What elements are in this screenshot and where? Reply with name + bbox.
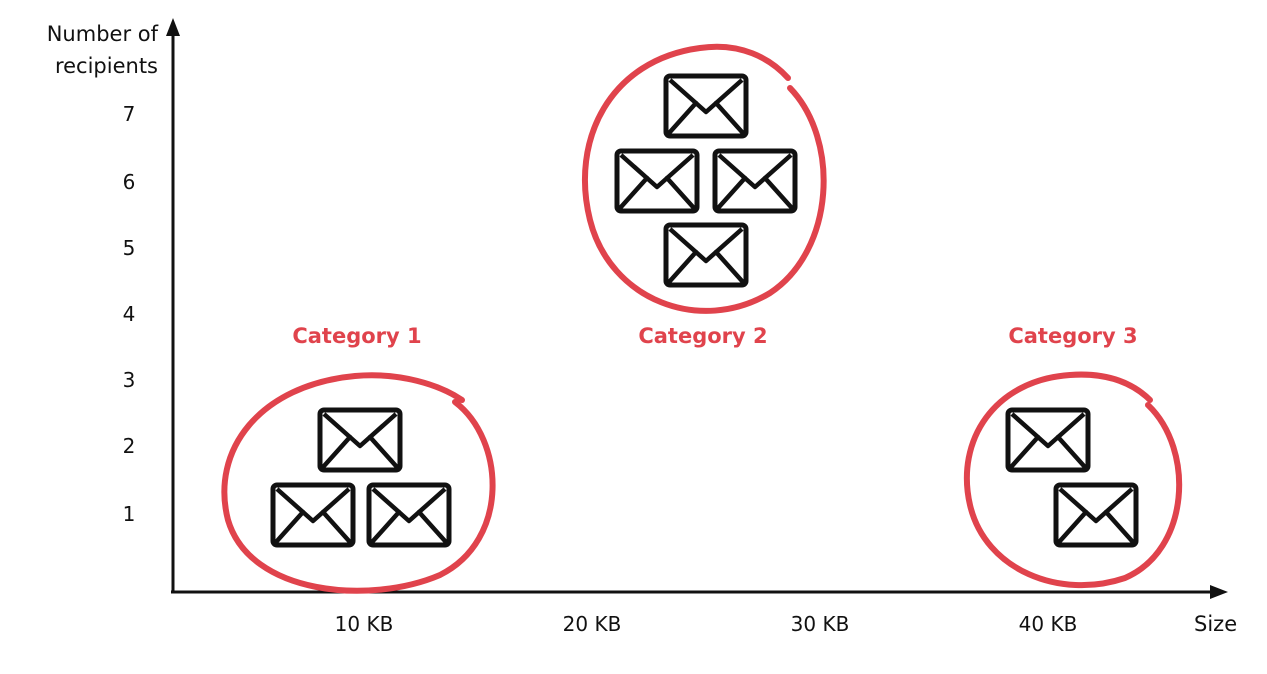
x-tick-40kb: 40 KB	[1018, 612, 1078, 636]
category-1-circle	[221, 372, 496, 594]
x-axis-title: Size	[1194, 612, 1238, 636]
envelope-icon	[1008, 410, 1088, 470]
y-axis-title: Number of recipients	[0, 18, 158, 82]
envelope-icon	[666, 225, 746, 285]
category-3-label: Category 3	[1008, 324, 1138, 348]
envelope-icon	[617, 151, 697, 211]
y-tick-2: 2	[122, 434, 136, 458]
y-tick-1: 1	[122, 502, 136, 526]
x-tick-20kb: 20 KB	[562, 612, 622, 636]
envelope-icon	[1056, 485, 1136, 545]
category-3-circle	[963, 371, 1183, 589]
category-1-group	[221, 372, 496, 594]
x-tick-10kb: 10 KB	[334, 612, 394, 636]
envelope-icon	[666, 76, 746, 136]
y-axis-title-line-2: recipients	[54, 54, 158, 78]
y-tick-5: 5	[122, 236, 136, 260]
category-1-label: Category 1	[292, 324, 422, 348]
y-tick-4: 4	[122, 302, 136, 326]
y-tick-7: 7	[122, 102, 136, 126]
envelope-icon	[320, 410, 400, 470]
category-2-circle	[581, 43, 827, 314]
category-2-label: Category 2	[638, 324, 768, 348]
y-axis	[166, 18, 180, 592]
category-3-group	[963, 371, 1183, 589]
y-tick-6: 6	[122, 170, 136, 194]
y-axis-title-line-1: Number of	[46, 22, 158, 46]
envelope-icon	[369, 485, 449, 545]
envelope-icon	[715, 151, 795, 211]
envelope-icon	[273, 485, 353, 545]
y-tick-3: 3	[122, 368, 136, 392]
category-2-group	[581, 43, 827, 314]
x-tick-30kb: 30 KB	[790, 612, 850, 636]
